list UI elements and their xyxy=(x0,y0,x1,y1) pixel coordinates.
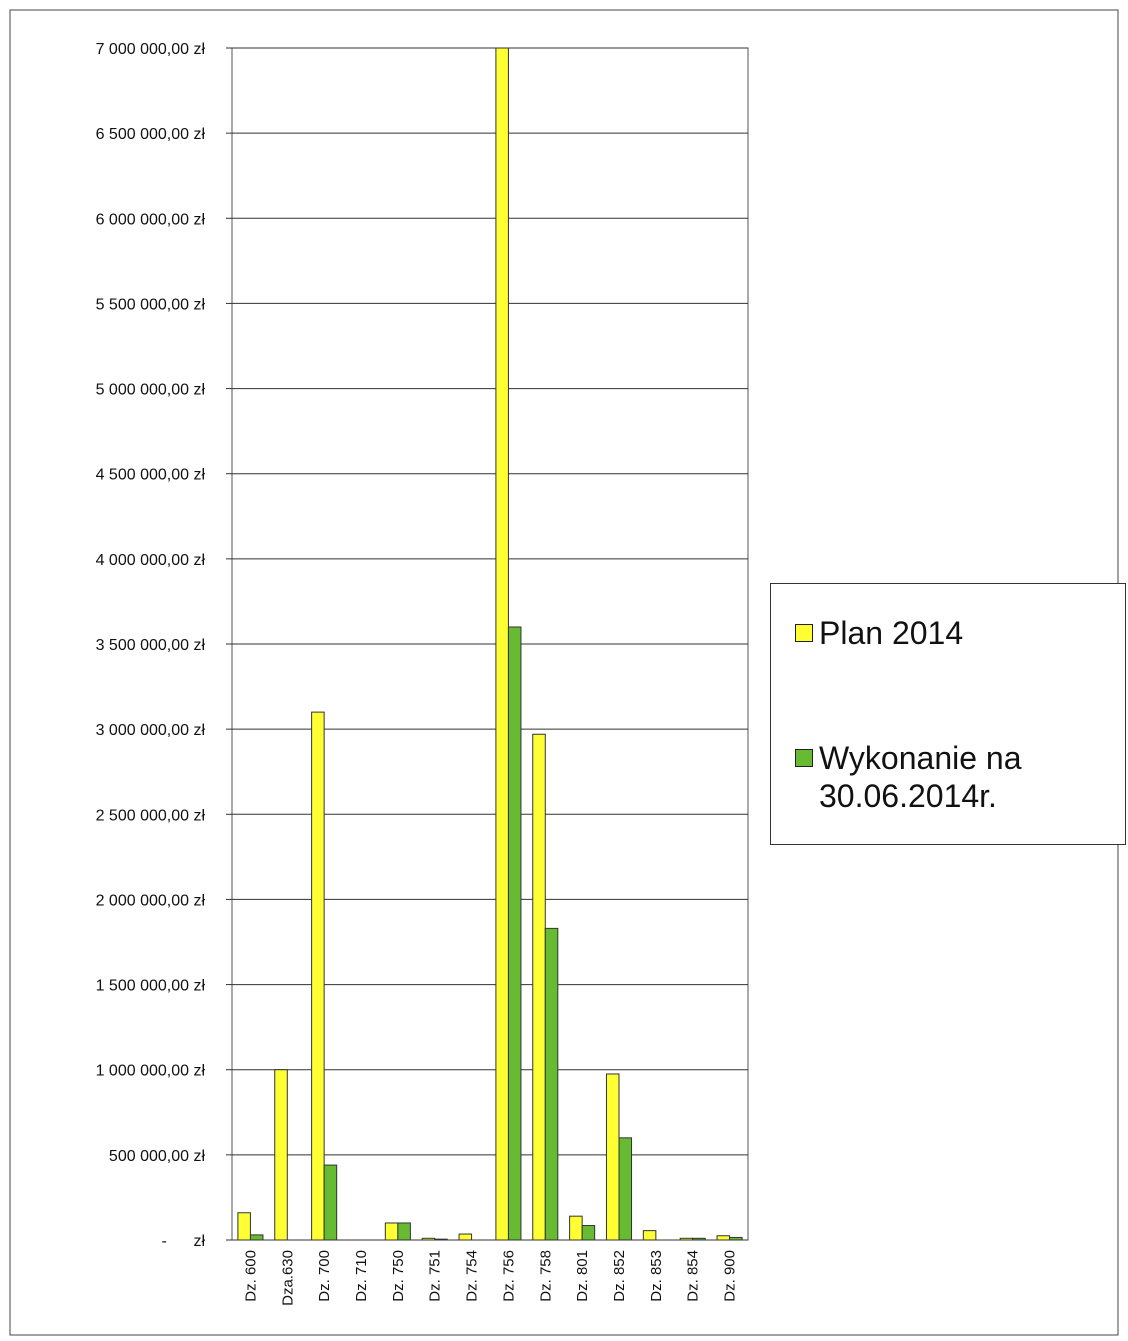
bar xyxy=(274,1069,288,1241)
x-tick-label: Dz. 756 xyxy=(500,1250,517,1302)
y-tick-label: 2 000 000,00 zł xyxy=(96,892,206,909)
bar xyxy=(642,1230,657,1241)
legend-swatch xyxy=(795,749,813,767)
legend-item: Plan 2014 xyxy=(795,614,1119,652)
bar xyxy=(618,1137,633,1241)
bar xyxy=(716,1235,731,1241)
x-tick-label: Dz. 853 xyxy=(648,1250,665,1302)
y-tick-label: 3 000 000,00 zł xyxy=(96,722,206,739)
legend-label: Wykonanie na 30.06.2014r. xyxy=(819,740,1022,814)
y-tick-label: 4 500 000,00 zł xyxy=(96,467,206,484)
legend-swatch xyxy=(795,624,813,642)
x-tick-label: Dza.630 xyxy=(279,1250,296,1306)
x-tick-label: Dz. 854 xyxy=(685,1250,702,1302)
x-tick-label: Dz. 758 xyxy=(537,1250,554,1302)
bar xyxy=(397,1222,411,1241)
y-tick-label: 7 000 000,00 zł xyxy=(96,41,206,58)
bar xyxy=(569,1215,583,1241)
bar xyxy=(532,733,546,1241)
bar xyxy=(581,1225,596,1241)
x-tick-label: Dz. 900 xyxy=(722,1250,739,1302)
x-tick-label: Dz. 852 xyxy=(611,1250,628,1302)
y-tick-label: - zł xyxy=(161,1233,205,1250)
bar xyxy=(495,47,509,1241)
bar xyxy=(384,1222,399,1241)
x-tick-label: Dz. 710 xyxy=(353,1250,370,1302)
legend-item: Wykonanie na 30.06.2014r. xyxy=(795,739,1119,815)
bar xyxy=(544,927,559,1241)
legend-label: Plan 2014 xyxy=(819,615,964,651)
y-tick-label: 6 500 000,00 zł xyxy=(96,126,206,143)
legend: Plan 2014 Wykonanie na 30.06.2014r. xyxy=(770,583,1126,845)
x-tick-label: Dz. 751 xyxy=(427,1250,444,1302)
y-tick-label: 1 000 000,00 zł xyxy=(96,1063,206,1080)
bar xyxy=(237,1212,251,1241)
x-tick-label: Dz. 700 xyxy=(316,1250,333,1302)
x-tick-label: Dz. 754 xyxy=(464,1250,481,1302)
y-tick-label: 6 000 000,00 zł xyxy=(96,211,206,228)
y-tick-label: 5 000 000,00 zł xyxy=(96,382,206,399)
y-tick-label: 500 000,00 zł xyxy=(109,1148,206,1165)
y-tick-label: 4 000 000,00 zł xyxy=(96,552,206,569)
y-tick-label: 5 500 000,00 zł xyxy=(96,296,206,313)
bar xyxy=(311,711,325,1241)
y-tick-label: 2 500 000,00 zł xyxy=(96,807,206,824)
x-tick-label: Dz. 750 xyxy=(390,1250,407,1302)
bar xyxy=(605,1073,620,1241)
x-tick-label: Dz. 801 xyxy=(574,1250,591,1302)
y-tick-label: 1 500 000,00 zł xyxy=(96,978,206,995)
bar xyxy=(458,1233,473,1241)
y-tick-label: 3 500 000,00 zł xyxy=(96,637,206,654)
x-tick-label: Dz. 600 xyxy=(242,1250,259,1302)
bar xyxy=(249,1234,264,1241)
bar xyxy=(507,626,522,1241)
bar xyxy=(323,1164,338,1241)
